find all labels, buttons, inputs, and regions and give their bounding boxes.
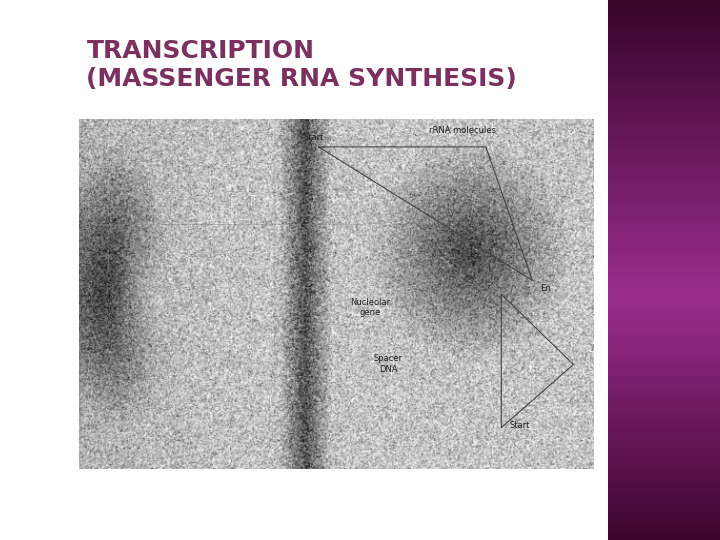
Text: rRNA molecules: rRNA molecules [429, 126, 496, 135]
Text: Spacer
DNA: Spacer DNA [374, 354, 402, 374]
Text: Start: Start [303, 133, 323, 142]
Text: Nucleolar
gene: Nucleolar gene [350, 298, 390, 318]
Text: TRANSCRIPTION
(MASSENGER RNA SYNTHESIS): TRANSCRIPTION (MASSENGER RNA SYNTHESIS) [86, 39, 517, 91]
Text: Start: Start [509, 421, 529, 430]
Text: En: En [540, 284, 551, 293]
